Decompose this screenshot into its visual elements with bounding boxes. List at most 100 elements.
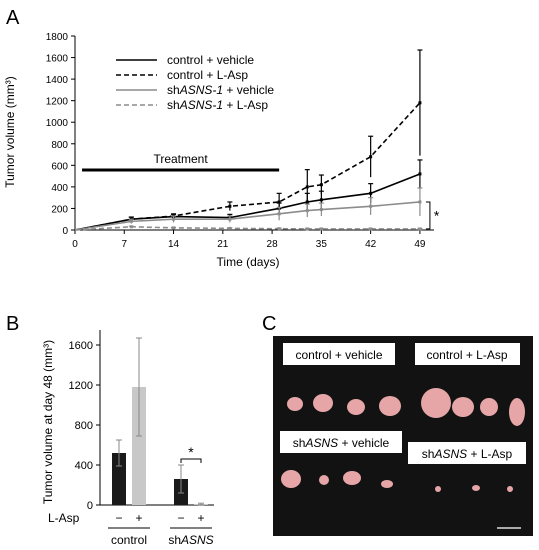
panel-label-c: C [262,313,276,335]
bar [132,387,146,505]
chart-b-y-tick-label: 1600 [69,340,93,352]
tumor [281,470,301,488]
panel-label-a: A [6,7,20,29]
tumor [343,471,361,485]
data-point [418,227,422,231]
photo-label-box-3 [280,431,402,453]
data-point [228,217,232,221]
chart-a-x-tick-label: 35 [316,239,328,250]
chart-b-significance-marker: * [188,444,194,460]
chart-a-x-tick-label: 49 [414,239,426,250]
tumor-photo: control + vehicle control + L-Asp shASNS… [273,336,533,536]
group-label-shasns: shASNS [168,533,213,547]
bar-sign-label: − [177,511,184,525]
chart-a-x-tick-label: 14 [168,239,180,250]
chart-a-y-tick-label: 600 [51,161,68,172]
photo-label-box-4 [408,442,526,464]
chart-a-y-tick-label: 1200 [46,97,69,108]
photo-label-shasns-vehicle: shASNS + vehicle [293,436,390,450]
chart-a-y-tick-label: 0 [62,226,68,237]
group-label-control: control [111,533,147,547]
data-point [277,212,281,216]
chart-a-y-tick-label: 800 [51,140,68,151]
tumor [507,486,513,492]
data-point [277,200,281,204]
chart-b-y-axis-label: Tumor volume at day 48 (mm³) [41,340,55,504]
photo-label-box-2 [415,343,520,365]
bar [112,453,126,505]
row-label-lasp: L-Asp [48,511,80,525]
tumor [319,475,329,485]
chart-a: Tumor volume (mm³) Time (days) 0 200 400 60… [3,32,440,269]
tumor [480,398,498,416]
data-point [172,217,176,221]
legend-label: control + vehicle [167,53,254,67]
photo-label-control-vehicle: control + vehicle [295,348,382,362]
data-point [418,200,422,204]
data-point [369,204,373,208]
data-point [369,227,373,231]
chart-a-x-tick-label: 0 [72,239,78,250]
panel-label-b: B [6,313,19,335]
chart-b-y-tick-label: 400 [75,460,93,472]
chart-a-x-tick-label: 28 [267,239,279,250]
significance-bracket [425,201,431,230]
data-point [305,185,309,189]
tumor [313,394,333,412]
data-point [319,183,323,187]
chart-b-y-tick-label: 800 [75,420,93,432]
chart-a-x-tick-label: 42 [365,239,377,250]
chart-b-significance-bracket [180,458,202,463]
series-line-2 [74,201,420,231]
chart-b: Tumor volume at day 48 (mm³) 0 400 800 1200… [41,330,214,547]
data-point [228,226,232,230]
data-point [319,208,323,212]
chart-a-y-tick-label: 1600 [46,54,69,65]
chart-b-y-tick-label: 1200 [69,380,93,392]
photo-label-shasns-lasp: shASNS + L-Asp [422,447,513,461]
chart-a-x-tick-label: 21 [217,239,229,250]
treatment-annotation: Treatment [82,152,280,172]
tumor [287,397,303,411]
legend-label: control + L-Asp [167,68,248,82]
data-point [369,191,373,195]
tumor [509,398,525,426]
tumor [452,397,474,417]
tumor [435,486,441,492]
tumor [347,399,365,415]
photo-label-box-1 [283,343,395,365]
photo-label-control-lasp: control + L-Asp [426,348,507,362]
tumor [381,480,393,488]
tumor [379,396,401,416]
data-point [129,225,133,229]
chart-a-significance: * [425,201,440,230]
legend-label: shASNS-1 + vehicle [167,83,274,97]
data-point [172,226,176,230]
chart-b-bars: * [112,337,208,506]
bar-sign-label: + [135,511,142,525]
chart-a-y-tick-label: 1000 [46,118,69,129]
chart-b-y-tick-label: 0 [87,500,93,512]
legend-label: shASNS-1 + L-Asp [167,98,268,112]
chart-a-y-tick-label: 1800 [46,32,69,43]
chart-b-axes: 0 400 800 1200 1600 [69,330,214,512]
chart-a-x-axis-label: Time (days) [217,255,280,269]
data-point [369,155,373,159]
chart-a-x-tick-label: 7 [121,239,127,250]
significance-marker: * [434,207,440,223]
data-point [305,209,309,213]
chart-a-y-tick-label: 200 [51,204,68,215]
chart-a-axes: 0 200 400 600 800 1000 1200 1400 1600 1800 0 7 14 21 2… [46,32,434,250]
treatment-label: Treatment [153,152,208,166]
bar-sign-label: + [197,511,204,525]
data-point [228,204,232,208]
data-point [418,101,422,105]
data-point [319,227,323,231]
data-point [305,227,309,231]
data-point [277,227,281,231]
data-point [319,198,323,202]
chart-a-y-tick-label: 400 [51,183,68,194]
data-point [129,219,133,223]
